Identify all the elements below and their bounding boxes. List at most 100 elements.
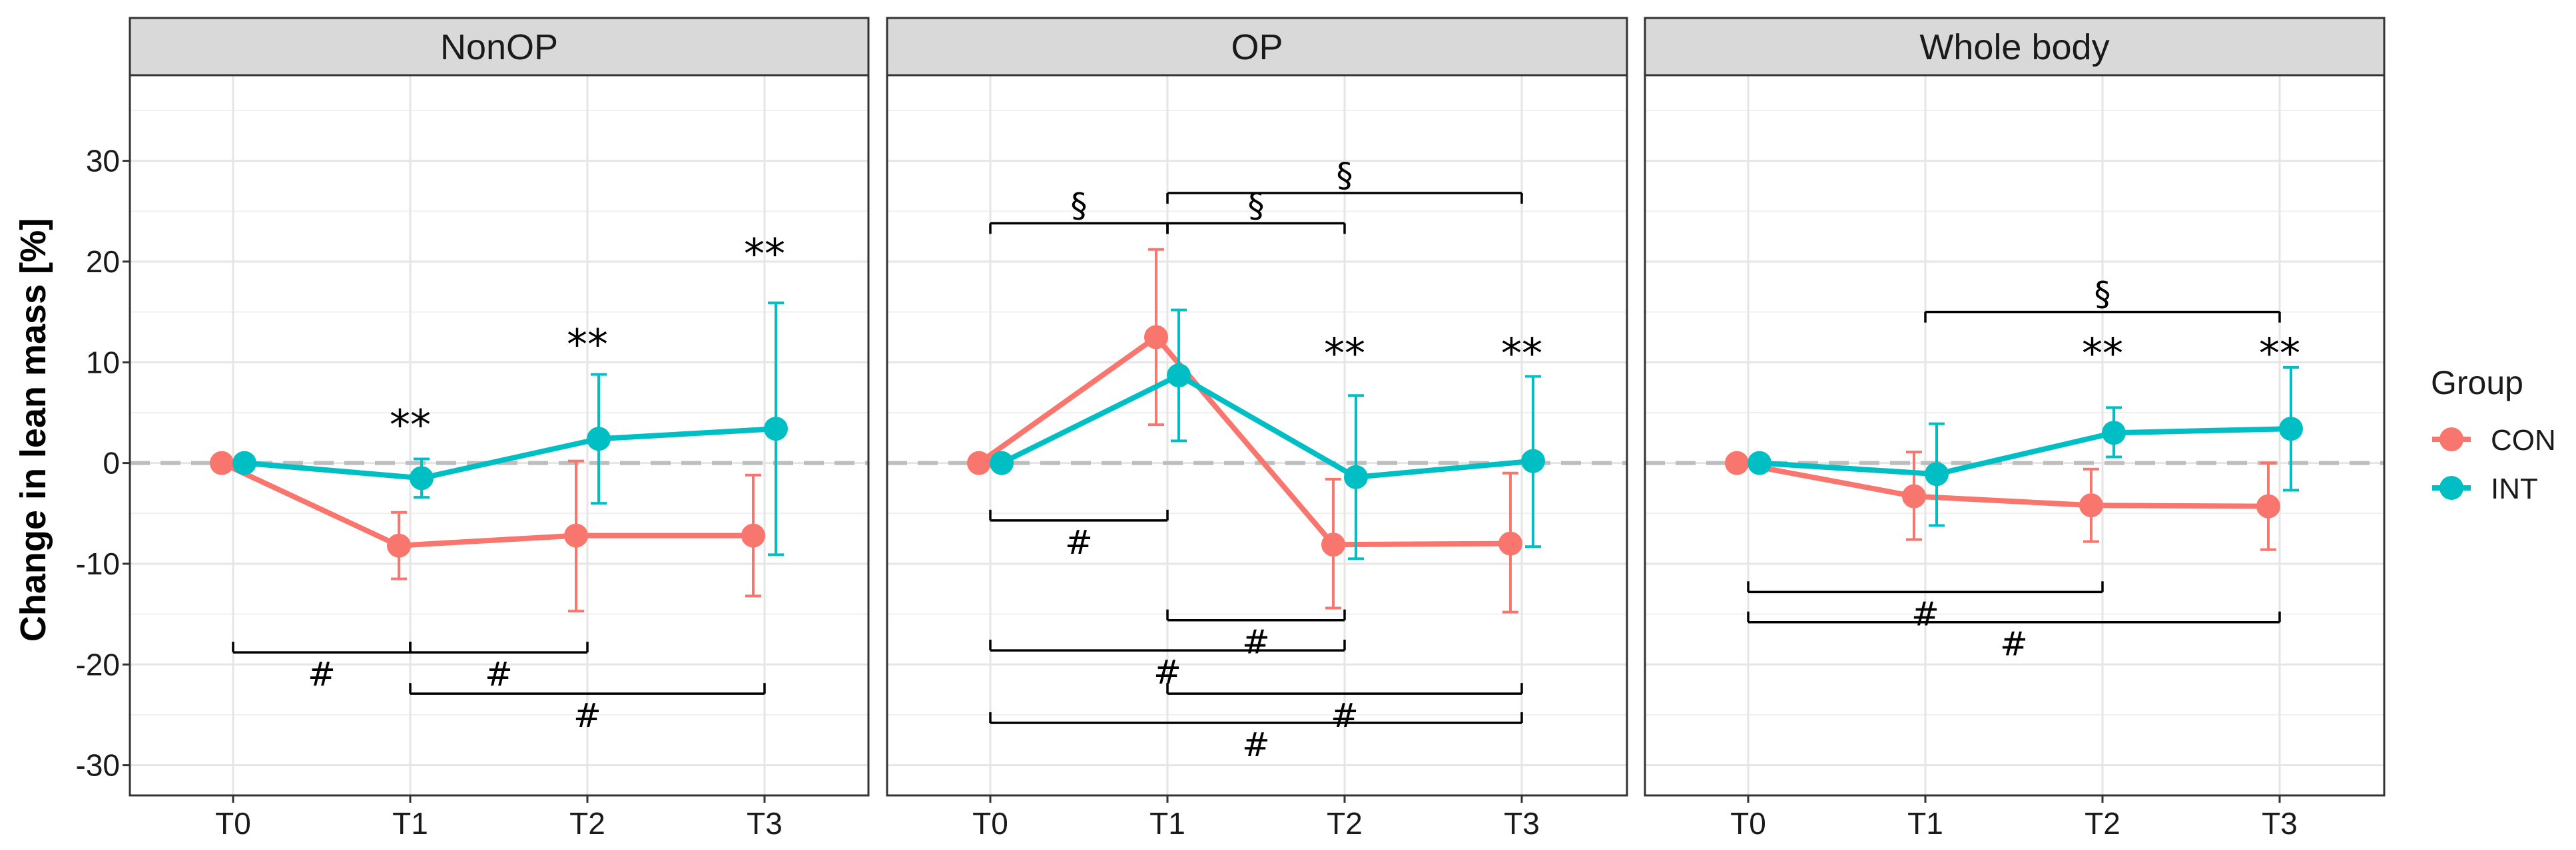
- facet-strip: [886, 17, 1628, 77]
- bracket-label: §: [1337, 156, 1353, 194]
- comparison-bracket: #: [409, 683, 766, 735]
- data-point: [2102, 421, 2126, 445]
- y-tick-label: -30: [76, 748, 120, 783]
- bracket-label: #: [2000, 625, 2028, 664]
- x-tick-label: T0: [972, 806, 1008, 841]
- data-point: [1748, 451, 1771, 475]
- panel-border: [886, 74, 1628, 797]
- x-tick-label: T1: [1907, 806, 1943, 841]
- bracket-label: #: [1242, 726, 1270, 764]
- panel-background: [130, 75, 868, 795]
- legend: Group CON INT: [2431, 364, 2556, 505]
- bracket-label: #: [308, 655, 336, 694]
- series-line: [1000, 372, 1534, 480]
- data-point: [587, 427, 611, 451]
- series-line: [244, 426, 777, 481]
- comparison-bracket: §: [1924, 275, 2281, 323]
- panel-border: [1644, 74, 2386, 797]
- x-tick-label: T0: [215, 806, 251, 841]
- comparison-bracket: #: [1166, 683, 1523, 735]
- significance-stars: **: [1324, 329, 1365, 378]
- comparison-bracket: #: [409, 642, 589, 694]
- significance-stars: **: [1501, 329, 1542, 378]
- x-tick-label: T1: [392, 806, 428, 841]
- bracket-label: §: [1248, 186, 1265, 224]
- panel-background: [887, 75, 1627, 795]
- legend-key-point: [2439, 476, 2463, 500]
- series-con: [1725, 450, 2280, 551]
- legend-label: INT: [2491, 473, 2538, 505]
- legend-entry-int: INT: [2432, 473, 2538, 505]
- series-int: [990, 308, 1545, 560]
- significance-stars: **: [390, 401, 431, 449]
- data-point: [1521, 449, 1545, 473]
- y-tick-label: 10: [86, 345, 120, 379]
- facet-panels: 30 20 10 0 -10 -20 -30 NonOP ** ** ** # # # T0 T1 T2 T3 OP…: [76, 17, 2386, 841]
- x-tick-label: T3: [747, 806, 783, 841]
- panel-nonop: NonOP ** ** ** # # # T0 T1 T2 T3: [129, 17, 870, 841]
- data-point: [2256, 494, 2280, 519]
- comparison-bracket: #: [1747, 581, 2104, 633]
- series-int: [232, 302, 788, 556]
- x-tick-label: T3: [2262, 806, 2298, 841]
- significance-stars: **: [744, 230, 785, 278]
- comparison-bracket: #: [989, 712, 1523, 764]
- legend-key-point: [2439, 427, 2463, 451]
- legend-title: Group: [2431, 364, 2523, 401]
- facet-strip: [1644, 17, 2386, 77]
- data-point: [1344, 465, 1368, 489]
- x-tick-label: T2: [569, 806, 605, 841]
- significance-stars: **: [2082, 329, 2123, 378]
- significance-stars: **: [567, 320, 608, 369]
- bracket-label: §: [2094, 275, 2111, 314]
- x-tick-label: T2: [1327, 806, 1363, 841]
- y-tick-label: 20: [86, 244, 120, 279]
- y-tick-label: -20: [76, 647, 120, 682]
- x-tick-label: T0: [1730, 806, 1766, 841]
- series-line: [1759, 426, 2292, 477]
- facet-title: Whole body: [1919, 27, 2109, 67]
- data-point: [2079, 493, 2103, 518]
- data-point: [1902, 484, 1926, 509]
- data-point: [967, 451, 991, 475]
- significance-stars: **: [2259, 329, 2300, 378]
- panel-background: [1645, 75, 2384, 795]
- y-tick-label: 30: [86, 144, 120, 178]
- data-point: [232, 451, 256, 475]
- series-con: [210, 451, 765, 613]
- bracket-label: #: [1911, 594, 1939, 633]
- facet-strip: [129, 17, 870, 77]
- y-tick-label: 0: [103, 446, 120, 481]
- panel-whole-body: Whole body ** ** § # # T0 T1 T2 T3: [1644, 17, 2386, 841]
- data-point: [1925, 462, 1949, 487]
- data-point: [1167, 363, 1191, 387]
- data-point: [1725, 451, 1749, 475]
- comparison-bracket: #: [232, 642, 412, 694]
- data-point: [410, 466, 434, 491]
- data-point: [1321, 532, 1345, 557]
- bracket-label: #: [1242, 623, 1270, 662]
- comparison-bracket: #: [989, 509, 1169, 562]
- data-point: [764, 417, 788, 441]
- comparison-bracket: §: [1166, 156, 1523, 204]
- bracket-label: #: [1331, 696, 1359, 735]
- bracket-label: #: [573, 696, 601, 735]
- data-point: [990, 451, 1014, 475]
- data-point: [210, 451, 234, 475]
- data-point: [741, 523, 765, 548]
- legend-label: CON: [2491, 424, 2556, 457]
- series-int: [1748, 365, 2303, 527]
- series-line: [1736, 460, 2269, 509]
- x-tick-label: T1: [1149, 806, 1185, 841]
- data-point: [1498, 531, 1522, 556]
- comparison-bracket: #: [1166, 609, 1346, 662]
- series-line: [977, 334, 1511, 548]
- panel-op: OP** **§ §§#####T0 T1 T2 T3: [886, 17, 1628, 841]
- bracket-label: #: [485, 655, 513, 694]
- facet-title: NonOP: [440, 27, 558, 67]
- legend-entry-con: CON: [2432, 424, 2556, 457]
- bracket-label: §: [1071, 186, 1088, 224]
- data-point: [387, 533, 411, 558]
- series-line: [220, 460, 753, 548]
